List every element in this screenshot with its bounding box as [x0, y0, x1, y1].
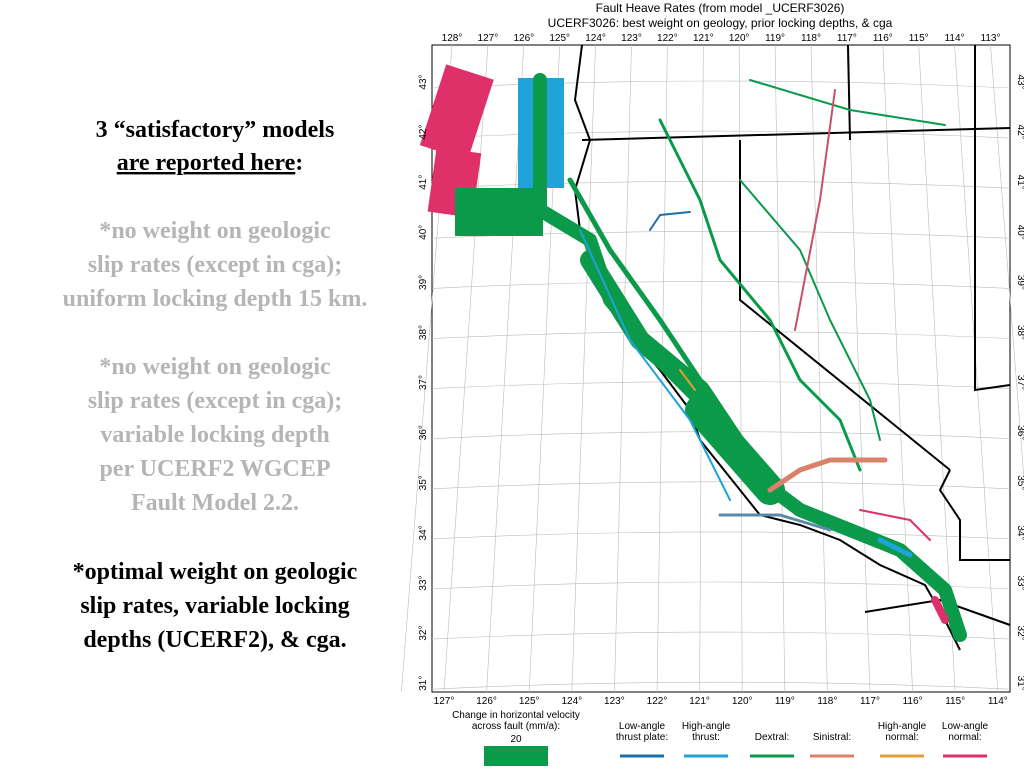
- heading-line: are reported here:: [117, 150, 304, 176]
- item-line: Fault Model 2.2.: [131, 490, 299, 516]
- item-line: *no weight on geologic: [99, 218, 331, 244]
- lat-label: 33°: [1015, 575, 1024, 590]
- top-label: 123°: [621, 33, 642, 44]
- item-line: variable locking depth: [100, 422, 329, 448]
- legend-label: High-angle: [878, 721, 927, 732]
- bottom-label: 122°: [647, 696, 668, 707]
- lat-label: 34°: [1015, 525, 1024, 540]
- item-line: *optimal weight on geologic: [73, 559, 358, 585]
- bottom-label: 125°: [519, 696, 540, 707]
- bottom-label: 118°: [817, 696, 837, 707]
- legend-label: normal:: [885, 732, 918, 743]
- scale-value: 20: [510, 734, 522, 745]
- top-label: 124°: [585, 33, 606, 44]
- bottom-label: 126°: [476, 696, 497, 707]
- lat-label: 32°: [1015, 626, 1024, 641]
- top-label: 121°: [693, 33, 714, 44]
- top-label: 128°: [442, 33, 463, 44]
- lat-label: 41°: [418, 175, 429, 190]
- heading-suffix: :: [295, 150, 303, 176]
- bottom-label: 115°: [945, 696, 965, 707]
- top-label: 122°: [657, 33, 678, 44]
- item-line: depths (UCERF2), & cga.: [83, 627, 346, 653]
- lat-label: 43°: [1015, 74, 1024, 89]
- lat-label: 39°: [1015, 275, 1024, 290]
- top-label: 120°: [729, 33, 750, 44]
- lat-label: 40°: [1015, 225, 1024, 240]
- heading-line: 3 “satisfactory” models: [96, 117, 335, 143]
- top-label: 127°: [478, 33, 499, 44]
- legend-label: High-angle: [682, 721, 731, 732]
- legend-label: Low-angle: [942, 721, 989, 732]
- lat-label: 36°: [1015, 425, 1024, 440]
- top-label: 118°: [801, 33, 821, 44]
- bottom-label: 123°: [604, 696, 625, 707]
- scale-swatch: [484, 746, 548, 766]
- lat-label: 36°: [418, 425, 429, 440]
- lat-label: 42°: [418, 125, 429, 140]
- top-label: 125°: [549, 33, 570, 44]
- item-line: slip rates (except in cga);: [88, 252, 343, 278]
- bottom-label: 124°: [561, 696, 582, 707]
- legend-label: Dextral:: [755, 732, 789, 743]
- lat-label: 38°: [418, 325, 429, 340]
- bottom-label: 114°: [988, 696, 1008, 707]
- bottom-label: 127°: [434, 696, 455, 707]
- lat-label: 37°: [418, 375, 429, 390]
- legend-label: Low-angle: [619, 721, 666, 732]
- lat-label: 31°: [1015, 676, 1024, 691]
- top-label: 115°: [909, 33, 929, 44]
- top-label: 114°: [945, 33, 965, 44]
- lat-label: 41°: [1015, 175, 1024, 190]
- bottom-label: 120°: [732, 696, 753, 707]
- scale-label: across fault (mm/a):: [472, 721, 560, 732]
- bottom-label: 121°: [689, 696, 710, 707]
- legend-label: thrust:: [692, 732, 720, 743]
- legend-label: normal:: [948, 732, 981, 743]
- lat-label: 43°: [418, 74, 429, 89]
- lat-label: 39°: [418, 275, 429, 290]
- lat-label: 38°: [1015, 325, 1024, 340]
- bottom-label: 117°: [860, 696, 880, 707]
- top-label: 126°: [513, 33, 534, 44]
- top-label: 113°: [981, 33, 1001, 44]
- lat-label: 40°: [418, 225, 429, 240]
- item-line: per UCERF2 WGCEP: [99, 456, 330, 482]
- lat-label: 32°: [418, 626, 429, 641]
- top-label: 117°: [837, 33, 857, 44]
- top-label: 119°: [765, 33, 785, 44]
- bottom-label: 116°: [903, 696, 923, 707]
- top-label: 116°: [873, 33, 893, 44]
- map-title: Fault Heave Rates (from model _UCERF3026…: [596, 1, 845, 15]
- legend-label: thrust plate:: [616, 732, 668, 743]
- lat-label: 35°: [418, 475, 429, 490]
- bottom-label: 119°: [775, 696, 795, 707]
- item-line: uniform locking depth 15 km.: [63, 286, 368, 312]
- lat-label: 42°: [1015, 125, 1024, 140]
- item-line: slip rates, variable locking: [80, 593, 349, 619]
- lat-label: 34°: [418, 525, 429, 540]
- lat-label: 37°: [1015, 375, 1024, 390]
- heading-underlined: are reported here: [117, 150, 296, 176]
- legend-label: Sinistral:: [813, 732, 851, 743]
- map: [401, 45, 1024, 692]
- lat-label: 33°: [418, 575, 429, 590]
- map-subtitle: UCERF3026: best weight on geology, prior…: [548, 16, 893, 30]
- item-line: *no weight on geologic: [99, 354, 331, 380]
- lat-label: 31°: [418, 676, 429, 691]
- scale-label: Change in horizontal velocity: [452, 710, 580, 721]
- lat-label: 35°: [1015, 475, 1024, 490]
- fault: [455, 188, 543, 236]
- item-line: slip rates (except in cga);: [88, 388, 343, 414]
